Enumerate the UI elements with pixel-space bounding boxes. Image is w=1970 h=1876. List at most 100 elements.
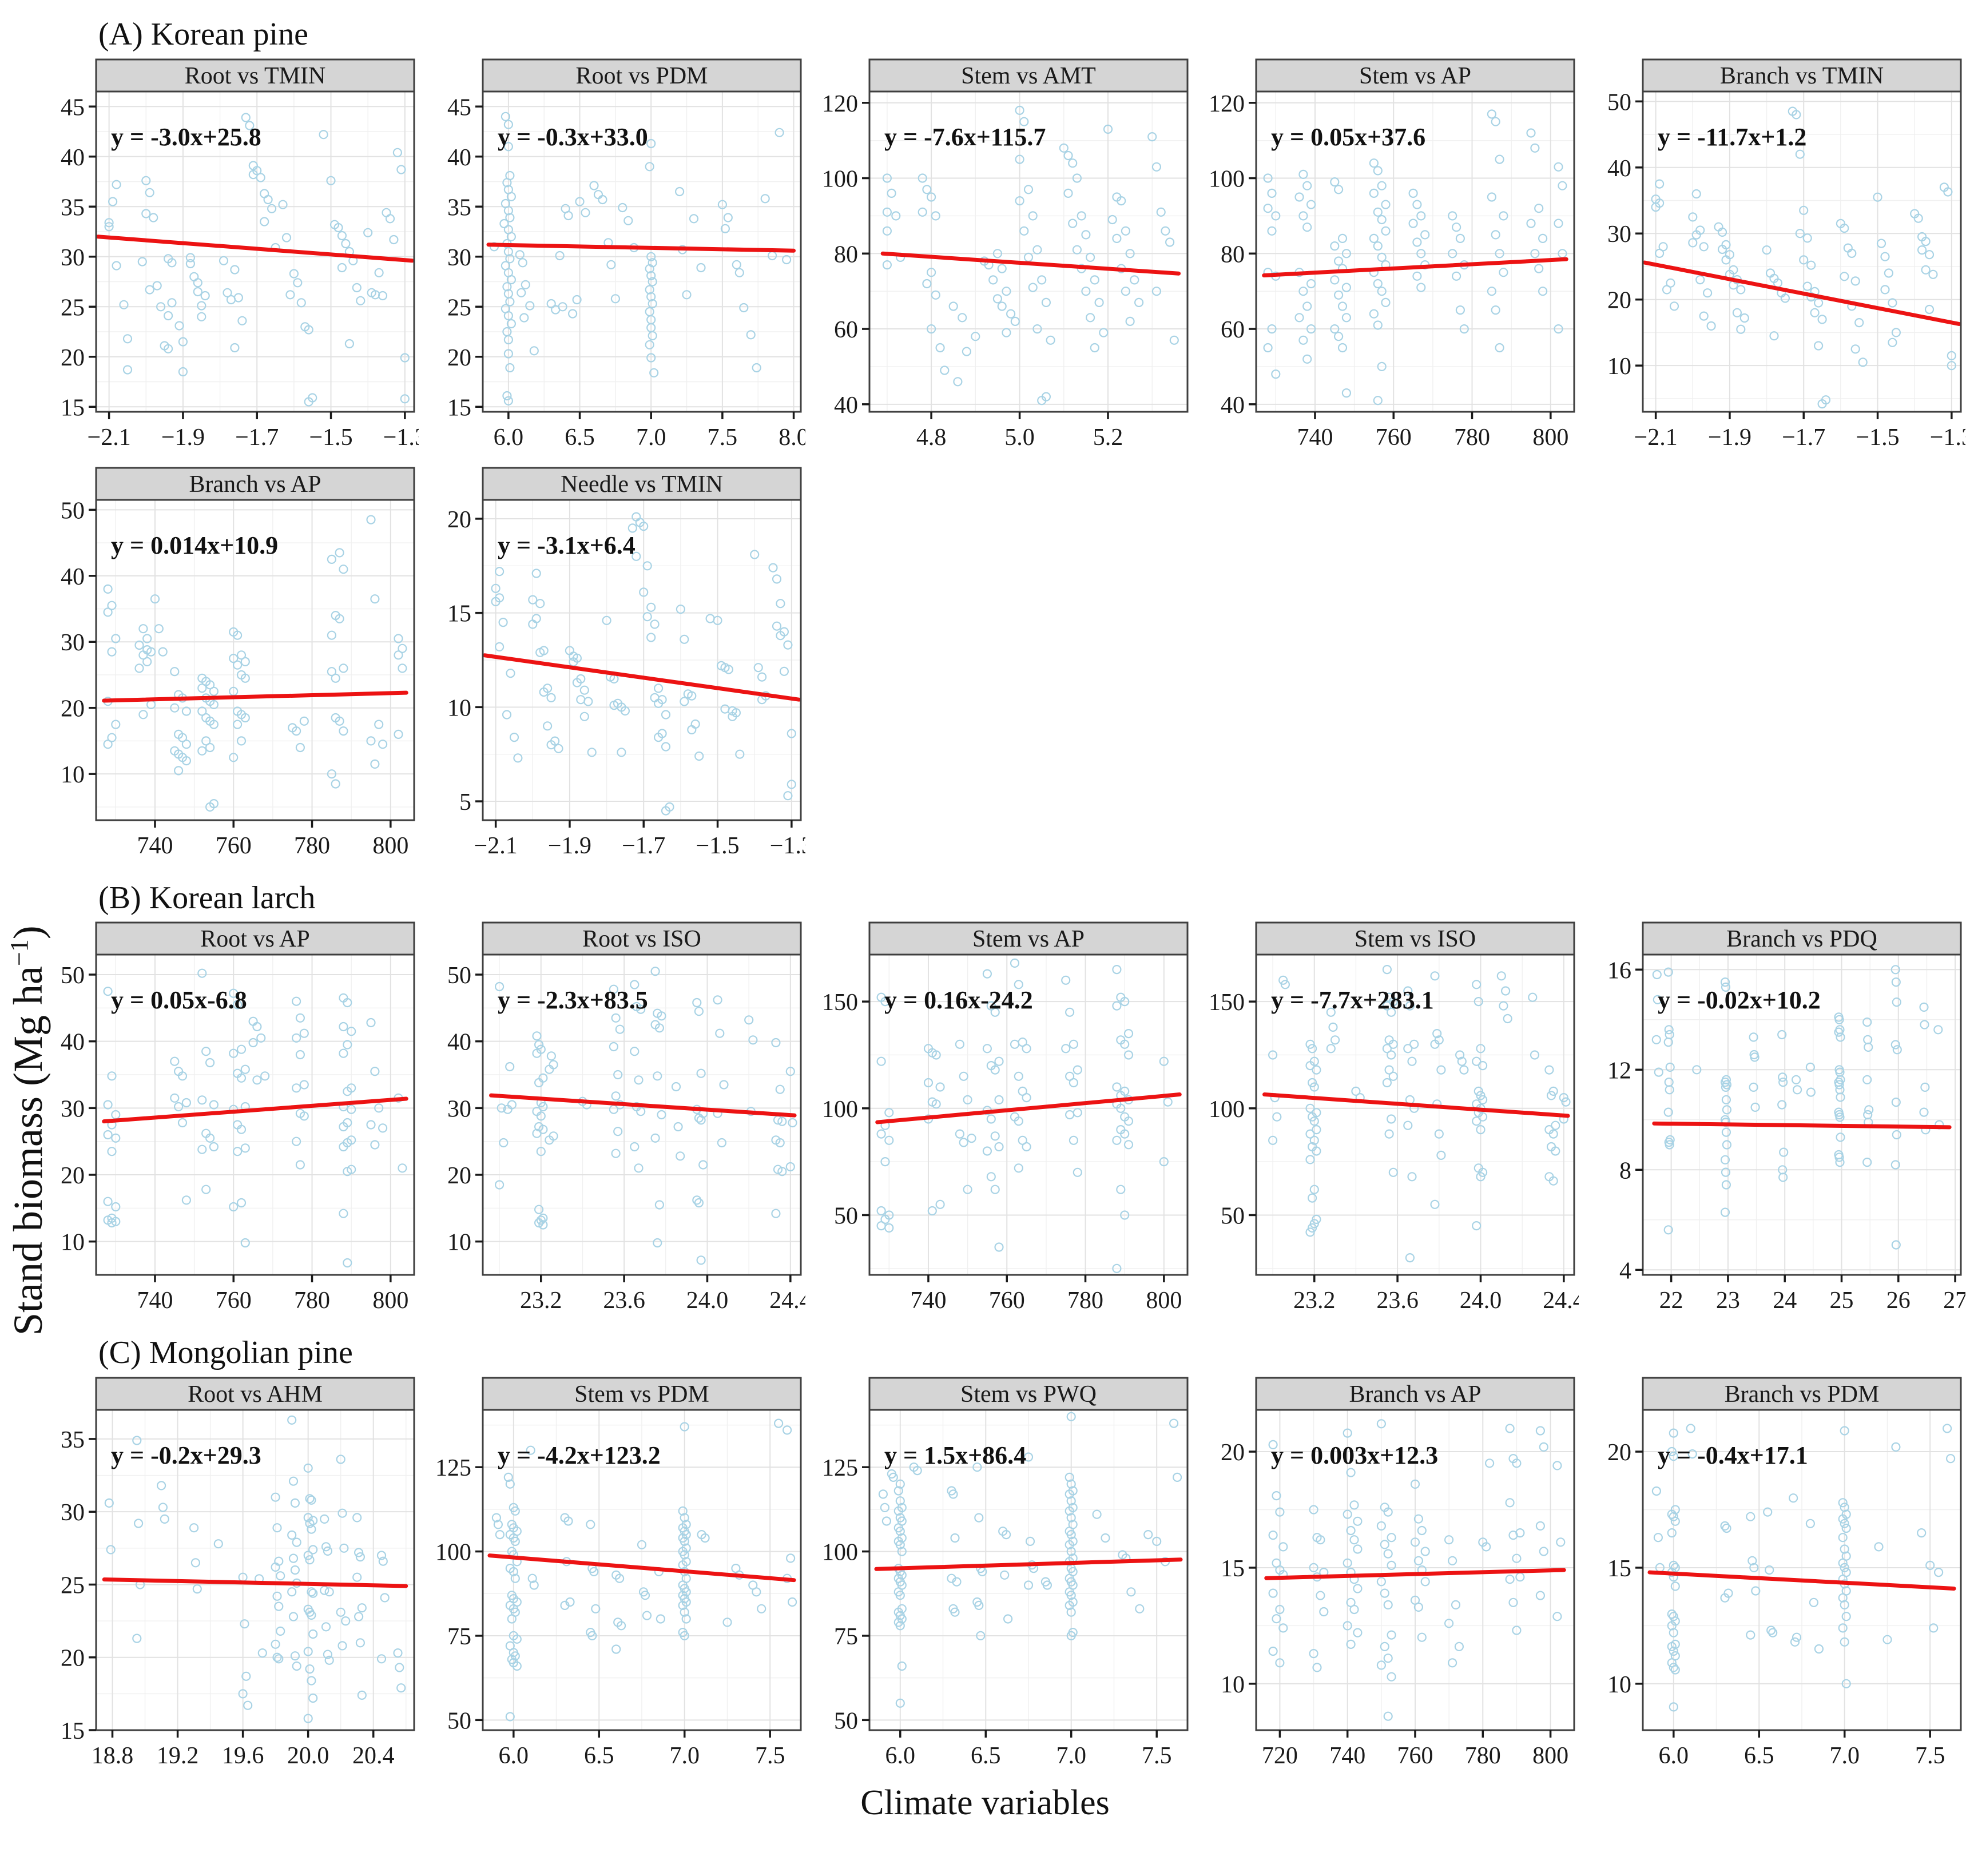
facet-title: Root vs AHM bbox=[188, 1381, 323, 1408]
data-point bbox=[1294, 192, 1304, 202]
data-point bbox=[788, 1118, 797, 1128]
equation-label: y = 0.16x-24.2 bbox=[884, 986, 1033, 1014]
data-point bbox=[233, 1147, 243, 1156]
data-point bbox=[538, 1102, 548, 1112]
data-point bbox=[1416, 283, 1426, 292]
data-point bbox=[986, 1172, 996, 1182]
y-tick-label: 30 bbox=[61, 630, 85, 656]
data-point bbox=[1316, 1591, 1325, 1600]
data-point bbox=[233, 292, 243, 303]
data-point bbox=[1476, 1044, 1486, 1054]
equation-label: y = -11.7x+1.2 bbox=[1658, 123, 1806, 151]
data-point bbox=[515, 249, 525, 259]
data-point bbox=[680, 1513, 689, 1523]
x-tick-label: 24 bbox=[1773, 1287, 1797, 1314]
data-point bbox=[1663, 1107, 1673, 1117]
x-tick-label: −1.3 bbox=[770, 833, 805, 859]
data-point bbox=[1343, 1621, 1352, 1631]
data-point bbox=[1721, 1127, 1731, 1137]
equation-label: y = -0.02x+10.2 bbox=[1658, 986, 1821, 1014]
data-point bbox=[1068, 218, 1078, 228]
data-point bbox=[1526, 128, 1536, 138]
data-point bbox=[1669, 301, 1679, 311]
data-point bbox=[276, 1571, 285, 1581]
data-point bbox=[1890, 965, 1900, 975]
data-point bbox=[653, 1238, 662, 1248]
data-point bbox=[1890, 1040, 1900, 1050]
data-point bbox=[257, 1648, 267, 1658]
data-point bbox=[1864, 1042, 1873, 1052]
x-tick-labels: 23.223.624.024.4 bbox=[1293, 1287, 1579, 1314]
data-point bbox=[1376, 1660, 1386, 1670]
facet-strip bbox=[95, 467, 415, 501]
y-tick-label: 50 bbox=[834, 1203, 858, 1230]
data-point bbox=[193, 277, 202, 287]
data-point bbox=[785, 1067, 795, 1076]
data-point bbox=[1376, 1576, 1386, 1587]
x-tick-label: 720 bbox=[1262, 1743, 1298, 1769]
data-point bbox=[1834, 1027, 1844, 1037]
data-point bbox=[536, 1111, 546, 1121]
data-point bbox=[959, 1138, 968, 1147]
y-tick-label: 10 bbox=[447, 1230, 471, 1256]
grid-minor bbox=[869, 955, 1187, 1275]
grid-minor bbox=[1256, 955, 1574, 1275]
data-point bbox=[229, 1202, 239, 1212]
data-point bbox=[307, 1610, 316, 1620]
data-point bbox=[623, 216, 633, 225]
data-point bbox=[739, 303, 749, 312]
data-point bbox=[1022, 1093, 1031, 1103]
data-point bbox=[1921, 265, 1931, 275]
data-point bbox=[940, 365, 950, 375]
data-point bbox=[1308, 1044, 1317, 1054]
points bbox=[876, 958, 1173, 1274]
data-point bbox=[1387, 1672, 1396, 1682]
panel-a-row-2: y = 0.014x+10.9 Branch vs AP 740 760 780 800 1… bbox=[32, 467, 1970, 867]
data-point bbox=[233, 1000, 243, 1009]
data-point bbox=[531, 568, 541, 578]
data-point bbox=[107, 1147, 117, 1156]
data-point bbox=[746, 329, 756, 339]
data-point bbox=[510, 1506, 520, 1516]
y-tick-label: 40 bbox=[61, 563, 85, 590]
facet-title: Root vs ISO bbox=[582, 926, 701, 952]
data-point bbox=[1530, 143, 1540, 153]
points bbox=[1268, 1418, 1566, 1721]
data-point bbox=[185, 252, 195, 263]
axis-ticks bbox=[475, 517, 793, 828]
data-point bbox=[1836, 1032, 1845, 1042]
data-point bbox=[1069, 1135, 1078, 1146]
data-point bbox=[111, 1217, 121, 1226]
data-point bbox=[575, 196, 585, 206]
data-point bbox=[994, 1242, 1004, 1252]
data-point bbox=[1651, 1035, 1661, 1045]
facet-strip bbox=[1642, 1377, 1962, 1411]
data-point bbox=[1539, 1442, 1548, 1452]
data-point bbox=[517, 288, 526, 297]
data-point bbox=[613, 1127, 623, 1136]
data-point bbox=[773, 1418, 784, 1428]
data-point bbox=[1334, 290, 1344, 300]
data-point bbox=[1890, 1160, 1900, 1170]
regression-line bbox=[96, 234, 415, 263]
data-point bbox=[178, 367, 188, 376]
data-point bbox=[1487, 192, 1497, 202]
data-point bbox=[895, 1540, 905, 1549]
data-point bbox=[1337, 301, 1348, 311]
facet-title: Stem vs PDM bbox=[574, 1381, 709, 1408]
data-point bbox=[498, 617, 508, 627]
y-tick-label: 12 bbox=[1607, 1058, 1631, 1084]
data-point bbox=[1841, 1523, 1851, 1533]
data-point bbox=[274, 1601, 284, 1611]
data-point bbox=[1042, 1580, 1052, 1590]
data-point bbox=[1722, 1105, 1731, 1115]
data-point bbox=[229, 752, 239, 762]
x-tick-label: 5.0 bbox=[1004, 424, 1035, 451]
data-point bbox=[680, 1536, 689, 1546]
data-point bbox=[177, 733, 188, 742]
data-point bbox=[1667, 1641, 1677, 1651]
data-point bbox=[717, 200, 728, 209]
